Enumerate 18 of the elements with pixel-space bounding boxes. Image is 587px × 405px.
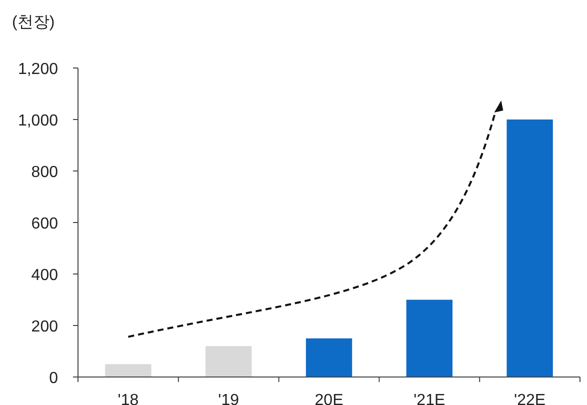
bar (105, 364, 152, 377)
bar (406, 300, 452, 377)
x-tick-label: '19 (218, 392, 240, 405)
x-tick-label: '22E (514, 392, 546, 405)
y-tick-label: 200 (31, 318, 58, 336)
y-tick-label: 600 (31, 216, 58, 232)
x-tick-label: '21E (414, 392, 446, 405)
bar (506, 120, 553, 377)
y-axis-title: (천장) (12, 14, 55, 31)
y-tick-label: 400 (31, 267, 58, 284)
bar (306, 338, 352, 377)
x-tick-label: '18 (118, 392, 139, 405)
y-tick-label: 800 (31, 164, 58, 181)
bar (206, 346, 252, 377)
x-tick-label: 20E (314, 392, 344, 405)
y-tick-label: 0 (49, 370, 58, 387)
y-tick-label: 1,200 (18, 61, 58, 78)
y-tick-label: 1,000 (18, 112, 58, 130)
